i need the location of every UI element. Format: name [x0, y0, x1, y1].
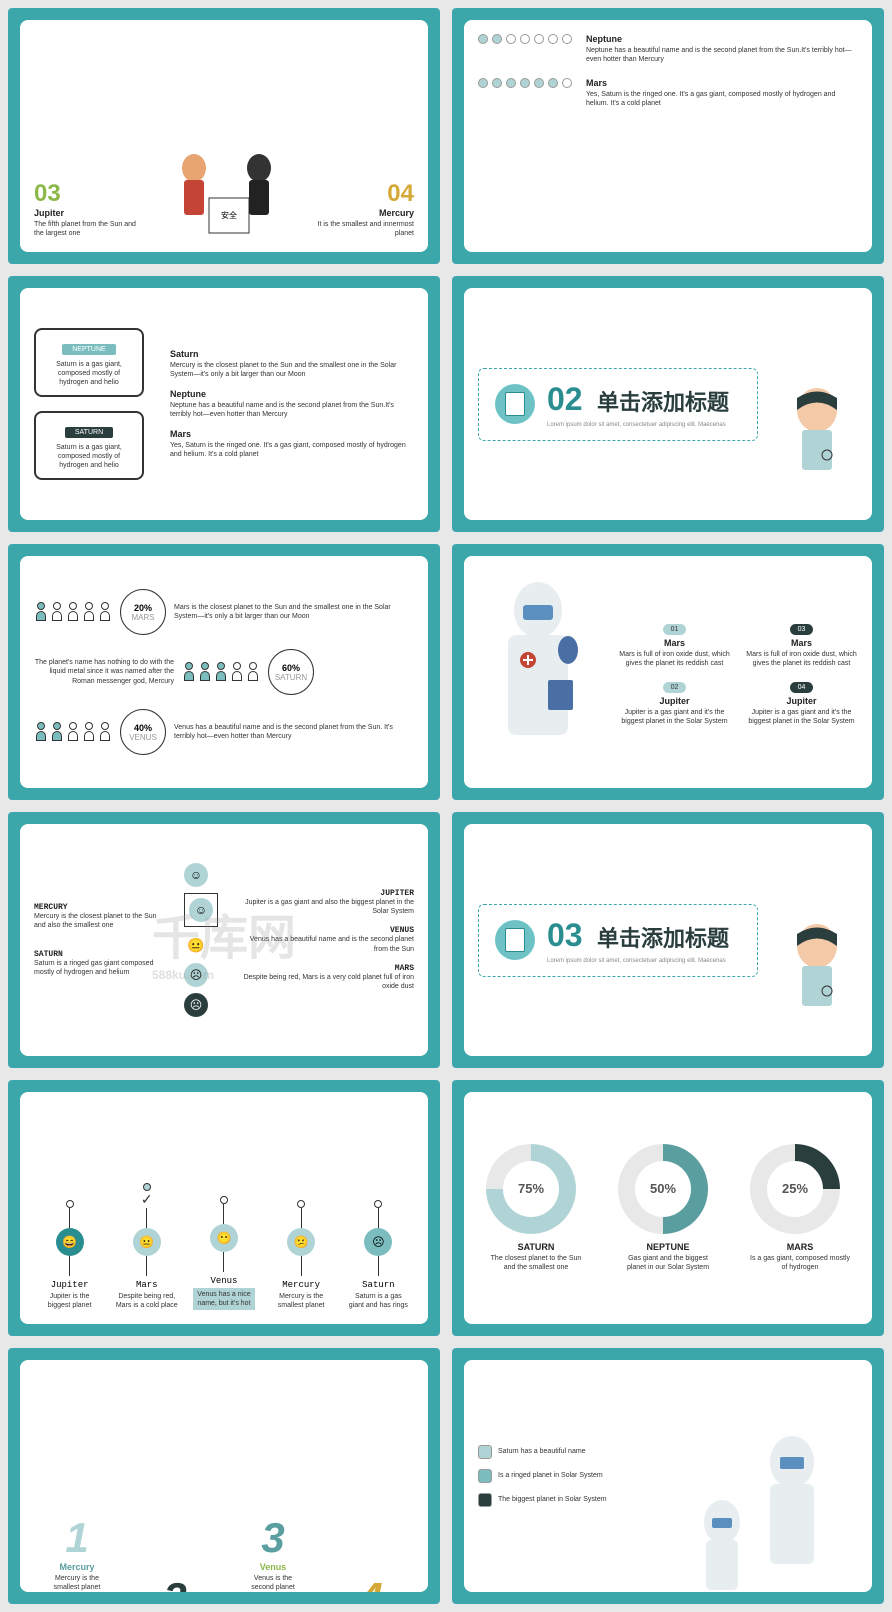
s9-col: 😄JupiterJupiter is the biggest planet	[39, 1200, 101, 1310]
slide-11: 1MercuryMercury is the smallest planet 2 3…	[8, 1348, 440, 1604]
s9-col: 😕MercuryMercury is the smallest planet	[270, 1200, 332, 1310]
s3-saturn-d: Mercury is the closest planet to the Sun…	[170, 361, 414, 379]
neptune-badge: NEPTUNE	[62, 344, 115, 355]
slide-3: NEPTUNE Saturn is a gas giant, composed …	[8, 276, 440, 532]
svg-text:安全: 安全	[221, 210, 237, 220]
slide-5: 20%MARS Mars is the closest planet to th…	[8, 544, 440, 800]
face-neutral: 😐	[184, 933, 208, 957]
dots-mars	[478, 78, 572, 108]
s9-col: ✓😐MarsDespite being red, Mars is a cold …	[116, 1183, 178, 1310]
s3-neptune-d: Neptune has a beautiful name and is the …	[170, 401, 414, 419]
saturn-d7: Saturn is a ringed gas giant composed mo…	[34, 959, 164, 977]
slide-9: 😄JupiterJupiter is the biggest planet✓😐M…	[8, 1080, 440, 1336]
hazmat-illustration	[478, 570, 608, 770]
hazmat-pair-illustration	[662, 1412, 862, 1592]
legend-item: Is a ringed planet in Solar System	[478, 1469, 618, 1483]
num-02: 02	[547, 381, 583, 417]
people-saturn	[182, 662, 260, 682]
title-bar-02: 02 单击添加标题 Lorem ipsum dolor sit amet, co…	[478, 368, 758, 441]
saturn-box: SATURN Saturn is a gas giant, composed m…	[34, 411, 144, 480]
s6-item: 02JupiterJupiter is a gas giant and it's…	[618, 676, 731, 726]
clipboard-icon-3	[495, 920, 535, 960]
legend-item: The biggest planet in Solar System	[478, 1493, 618, 1507]
bubble-mars: 20%MARS	[120, 589, 166, 635]
s3-saturn-h: Saturn	[170, 349, 414, 359]
subtitle-03: Lorem ipsum dolor sit amet, consectetuer…	[547, 958, 729, 964]
mercury-desc: It is the smallest and innermost planet	[304, 220, 414, 238]
slide-7: 千库网588ku.com MERCURYMercury is the close…	[8, 812, 440, 1068]
mercury-title: Mercury	[304, 208, 414, 218]
donut-item: 25%MARSIs a gas giant, composed mostly o…	[750, 1144, 850, 1272]
num-03: 03	[34, 180, 144, 208]
neptune-box-d: Saturn is a gas giant, composed mostly o…	[44, 360, 134, 387]
title-bar-03: 03 单击添加标题 Lorem ipsum dolor sit amet, co…	[478, 904, 758, 977]
face-happy: ☺	[184, 863, 208, 887]
clipboard-icon	[495, 384, 535, 424]
donut-item: 50%NEPTUNEGas giant and the biggest plan…	[618, 1144, 718, 1272]
saturn-left-desc: The planet's name has nothing to do with…	[34, 658, 174, 685]
num-04: 04	[304, 180, 414, 208]
saturn-badge: SATURN	[65, 427, 113, 438]
slide-8: 03 单击添加标题 Lorem ipsum dolor sit amet, co…	[452, 812, 884, 1068]
dots-neptune	[478, 34, 572, 64]
s3-neptune-h: Neptune	[170, 389, 414, 399]
slide-10: 75%SATURNThe closest planet to the Sun a…	[452, 1080, 884, 1336]
s3-mars-d: Yes, Saturn is the ringed one. It's a ga…	[170, 441, 414, 459]
s6-item: 04JupiterJupiter is a gas giant and it's…	[745, 676, 858, 726]
legend-item: Saturn has a beautiful name	[478, 1445, 618, 1459]
mars-d: Yes, Saturn is the ringed one. It's a ga…	[586, 90, 858, 108]
saturn-h7: SATURN	[34, 950, 164, 959]
s11-col: 1MercuryMercury is the smallest planet	[46, 1514, 108, 1592]
bubble-saturn: 60%SATURN	[268, 649, 314, 695]
slide-2: Neptune Neptune has a beautiful name and…	[452, 8, 884, 264]
jupiter-title: Jupiter	[34, 208, 144, 218]
mercury-d7: Mercury is the closest planet to the Sun…	[34, 912, 164, 930]
venus-desc-5: Venus has a beautiful name and is the se…	[174, 723, 414, 741]
s11-col: 2	[144, 1574, 206, 1592]
s11-col: 3VenusVenus is the second planet	[242, 1514, 304, 1592]
jupiter-desc: The fifth planet from the Sun and the la…	[34, 220, 144, 238]
mars-h: Mars	[586, 78, 858, 88]
mercury-h7: MERCURY	[34, 903, 164, 912]
slide-6: 01MarsMars is full of iron oxide dust, w…	[452, 544, 884, 800]
s6-item: 03MarsMars is full of iron oxide dust, w…	[745, 618, 858, 668]
s11-col: 4	[340, 1574, 402, 1592]
s7-right-item: MARSDespite being red, Mars is a very co…	[238, 964, 414, 991]
s7-right-item: VENUSVenus has a beautiful name and is t…	[238, 926, 414, 953]
saturn-box-d: Saturn is a gas giant, composed mostly o…	[44, 443, 134, 470]
face-sad: ☹	[184, 963, 208, 987]
subtitle-02: Lorem ipsum dolor sit amet, consectetuer…	[547, 422, 729, 428]
neptune-box: NEPTUNE Saturn is a gas giant, composed …	[34, 328, 144, 397]
bubble-venus: 40%VENUS	[120, 709, 166, 755]
title-02: 单击添加标题	[597, 390, 729, 415]
neptune-d: Neptune has a beautiful name and is the …	[586, 46, 858, 64]
s7-right-item: JUPITERJupiter is a gas giant and also t…	[238, 889, 414, 916]
face-sad-dark: ☹	[184, 993, 208, 1017]
people-venus	[34, 722, 112, 742]
doctor-illustration	[772, 380, 862, 520]
doctor-illustration-2	[772, 916, 862, 1056]
voting-illustration: 安全	[164, 138, 284, 238]
face-box: ☺	[184, 893, 218, 927]
people-mars	[34, 602, 112, 622]
s9-col: ☹SaturnSaturn is a gas giant and has rin…	[347, 1200, 409, 1310]
slide-4: 02 单击添加标题 Lorem ipsum dolor sit amet, co…	[452, 276, 884, 532]
s3-mars-h: Mars	[170, 429, 414, 439]
neptune-h: Neptune	[586, 34, 858, 44]
donut-item: 75%SATURNThe closest planet to the Sun a…	[486, 1144, 586, 1272]
slide-1: 03 Jupiter The fifth planet from the Sun…	[8, 8, 440, 264]
s6-item: 01MarsMars is full of iron oxide dust, w…	[618, 618, 731, 668]
num-03-title: 03	[547, 917, 583, 953]
s9-col: 😶VenusVenus has a nice name, but it's ho…	[193, 1196, 255, 1310]
mars-desc-5: Mars is the closest planet to the Sun an…	[174, 603, 414, 621]
slide-12: Saturn has a beautiful name Is a ringed p…	[452, 1348, 884, 1604]
title-03: 单击添加标题	[597, 926, 729, 951]
